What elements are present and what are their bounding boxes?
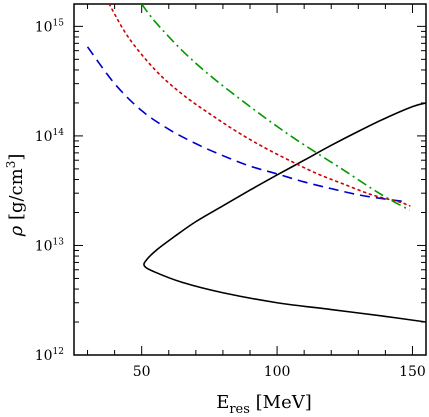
tick-labels: 50 100 150 1012 1013 1014 1015 xyxy=(35,18,426,380)
y-axis-label: ρ [g/cm3] xyxy=(4,154,27,238)
y-tick-label: 1015 xyxy=(35,18,65,35)
x-axis-label-sub: res xyxy=(229,402,250,417)
y-tick-label: 1013 xyxy=(35,237,65,254)
series-solid-line xyxy=(143,102,426,323)
series-dashed-line xyxy=(86,46,408,203)
x-tick-label: 50 xyxy=(133,364,151,380)
x-axis-label-unit: [MeV] xyxy=(256,392,312,413)
y-axis-label-unit-sup: 3 xyxy=(4,161,18,169)
y-tick-label: 1012 xyxy=(35,347,64,364)
axis-ticks xyxy=(74,4,426,356)
x-axis-label: Eres [MeV] xyxy=(216,392,312,417)
x-tick-label: 150 xyxy=(399,364,426,380)
x-axis-label-main: E xyxy=(216,392,229,413)
y-axis-label-unit-close: ] xyxy=(6,154,27,161)
y-axis-label-unit-open: [g/cm xyxy=(6,168,27,220)
y-axis-label-symbol: ρ xyxy=(6,225,27,237)
series-group xyxy=(86,4,426,323)
plot-frame xyxy=(73,3,427,356)
y-tick-label: 1014 xyxy=(35,128,65,145)
x-tick-label: 100 xyxy=(264,364,291,380)
series-dashdot-line xyxy=(141,4,411,211)
series-dotted-line xyxy=(108,4,411,207)
